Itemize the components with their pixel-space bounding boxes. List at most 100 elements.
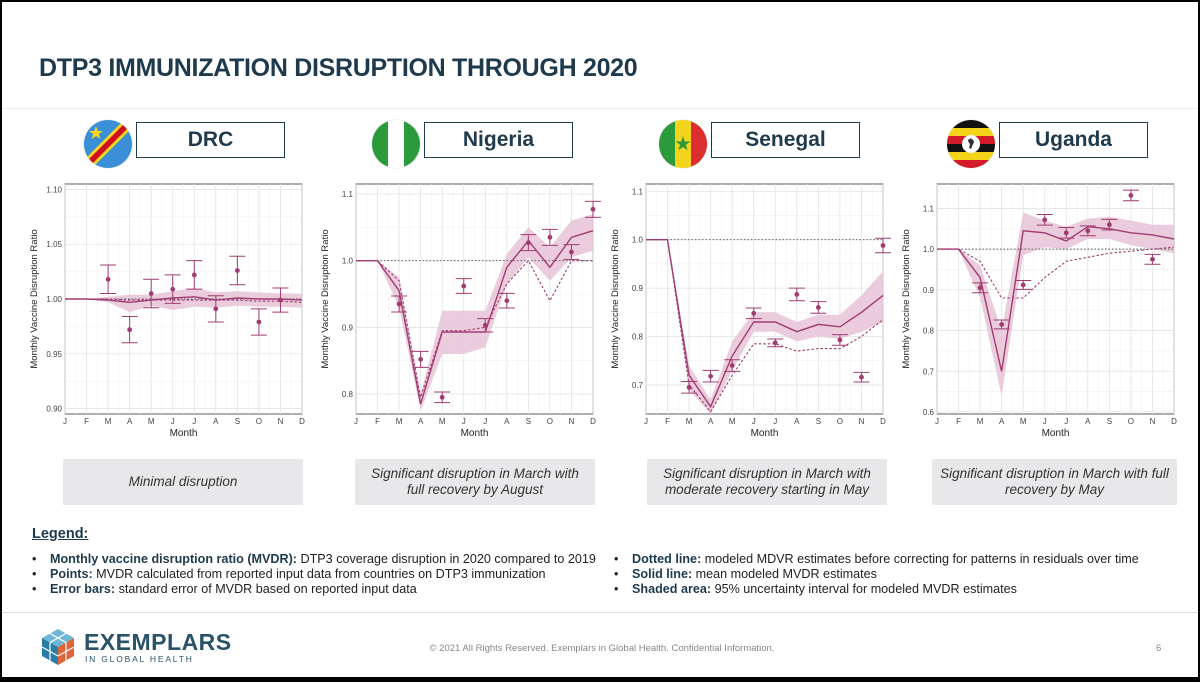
- x-tick-label: J: [354, 417, 358, 426]
- x-tick-label: A: [418, 417, 424, 426]
- x-tick-label: J: [1043, 417, 1047, 426]
- caption-line-2: recovery by May: [1004, 482, 1104, 497]
- y-tick-label: 0.8: [342, 390, 354, 399]
- y-tick-label: 1.1: [632, 187, 644, 196]
- legend-item: Solid line: mean modeled MVDR estimates: [614, 567, 1139, 582]
- country-header-nigeria: Nigeria: [372, 120, 582, 168]
- caption-senegal: Significant disruption in March with mod…: [647, 459, 887, 505]
- caption-uganda: Significant disruption in March with ful…: [932, 459, 1177, 505]
- copyright: © 2021 All Rights Reserved. Exemplars in…: [429, 643, 775, 654]
- x-tick-label: A: [794, 417, 800, 426]
- x-tick-label: D: [1171, 417, 1177, 426]
- data-point: [999, 322, 1005, 327]
- y-axis-label: Monthly Vaccine Disruption Ratio: [29, 229, 40, 368]
- country-name: Senegal: [711, 122, 860, 158]
- chart-drc-svg: J F M A M J J A S O N D 0.90 0.95 1.00 1.05 1.10 Month Mon…: [29, 183, 305, 439]
- data-point: [547, 234, 553, 240]
- solid-mean-line: [937, 225, 1175, 372]
- data-point: [213, 306, 219, 312]
- x-tick-label: A: [999, 417, 1005, 426]
- x-tick-label: D: [590, 417, 596, 426]
- x-tick-label: M: [977, 417, 984, 426]
- y-tick-label: 1.1: [923, 204, 935, 213]
- y-tick-label: 0.9: [632, 284, 644, 293]
- y-tick-label: 0.7: [923, 367, 935, 376]
- data-point: [880, 243, 886, 248]
- y-axis-label: Monthly Vaccine Disruption Ratio: [320, 229, 331, 368]
- y-axis-label: Monthly Vaccine Disruption Ratio: [610, 229, 621, 368]
- data-point: [482, 322, 488, 328]
- x-tick-label: J: [192, 417, 196, 426]
- y-tick-label: 0.9: [342, 323, 354, 332]
- y-tick-label: 1.0: [632, 236, 644, 245]
- x-tick-label: M: [396, 417, 403, 426]
- exemplars-logo: EXEMPLARS IN GLOBAL HEALTH: [38, 627, 238, 667]
- data-point: [105, 276, 111, 282]
- caption-line-1: Significant disruption in March with ful…: [940, 466, 1169, 481]
- country-name: Uganda: [999, 122, 1148, 158]
- data-point: [859, 374, 864, 380]
- chart-senegal-svg: J F M A M J J A S O N D 0.7 0.8 0.9 1.0 1.1 Month Monthly …: [610, 183, 891, 439]
- legend-right: Dotted line: modeled MDVR estimates befo…: [614, 552, 1139, 597]
- x-tick-label: N: [278, 417, 284, 426]
- y-tick-label: 0.7: [632, 381, 644, 390]
- x-tick-label: J: [935, 417, 939, 426]
- country-name: DRC: [136, 122, 285, 158]
- country-header-drc: DRC: [84, 120, 294, 168]
- legend-item: Shaded area: 95% uncertainty interval fo…: [614, 582, 1139, 597]
- x-tick-label: S: [526, 417, 531, 426]
- caption-nigeria: Significant disruption in March with ful…: [355, 459, 595, 505]
- y-tick-label: 0.95: [46, 350, 62, 359]
- x-tick-label: M: [1020, 417, 1027, 426]
- data-point: [977, 285, 983, 291]
- data-point: [439, 394, 445, 400]
- data-point: [127, 327, 133, 333]
- cube-logo-icon: [41, 629, 75, 665]
- y-tick-label: 0.90: [46, 405, 62, 414]
- country-header-uganda: Uganda: [947, 120, 1157, 168]
- data-point: [1063, 230, 1069, 236]
- y-tick-label: 1.1: [342, 190, 354, 199]
- logo-wordmark: EXEMPLARS: [84, 629, 232, 655]
- x-tick-label: M: [148, 417, 155, 426]
- data-point: [772, 340, 778, 346]
- y-tick-label: 0.6: [923, 408, 935, 417]
- dotted-model-line: [65, 298, 303, 303]
- x-tick-label: M: [105, 417, 112, 426]
- y-tick-label: 1.0: [342, 257, 354, 266]
- caption-text: Minimal disruption: [128, 474, 238, 489]
- chart-uganda-svg: J F M A M J J A S O N D 0.6 0.7 0.8 0.9 1.0 1.1 Month Month…: [901, 183, 1177, 439]
- x-tick-label: S: [1107, 417, 1112, 426]
- dotted-model-line: [937, 246, 1175, 299]
- x-tick-label: J: [462, 417, 466, 426]
- solid-mean-line: [65, 296, 303, 304]
- x-tick-label: O: [256, 417, 262, 426]
- nigeria-flag-icon: [372, 120, 420, 168]
- x-tick-label: A: [1085, 417, 1091, 426]
- y-tick-label: 1.0: [923, 245, 935, 254]
- x-tick-label: A: [213, 417, 219, 426]
- country-name: Nigeria: [424, 122, 573, 158]
- x-tick-label: A: [127, 417, 133, 426]
- x-tick-label: O: [837, 417, 843, 426]
- x-tick-label: S: [235, 417, 240, 426]
- legend-title: Legend:: [32, 526, 89, 542]
- data-point: [418, 356, 424, 362]
- country-header-senegal: Senegal: [659, 120, 869, 168]
- footer-divider: [2, 612, 1198, 613]
- data-point: [794, 292, 800, 297]
- data-point: [686, 384, 692, 390]
- uganda-flag-icon: [947, 120, 995, 168]
- legend-item: Dotted line: modeled MDVR estimates befo…: [614, 552, 1139, 567]
- data-point: [278, 297, 283, 303]
- caption-drc: Minimal disruption: [63, 459, 303, 505]
- uncertainty-band: [356, 214, 593, 411]
- data-point: [1150, 256, 1155, 262]
- solid-mean-line: [646, 239, 884, 409]
- x-tick-label: S: [816, 417, 821, 426]
- data-point: [191, 272, 197, 278]
- x-tick-label: F: [956, 417, 961, 426]
- data-point: [815, 305, 821, 310]
- x-tick-label: D: [880, 417, 886, 426]
- chart-uganda: J F M A M J J A S O N D 0.6 0.7 0.8 0.9 1.0 1.1 Month Month…: [899, 178, 1189, 446]
